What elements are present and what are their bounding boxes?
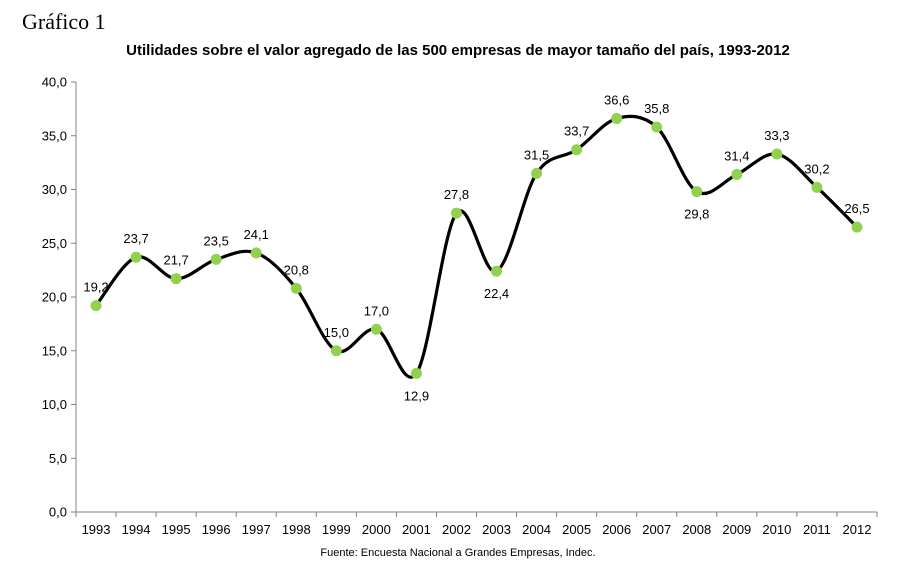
data-point [330, 345, 342, 357]
data-label: 31,5 [524, 147, 549, 162]
x-tick-label: 2010 [762, 522, 791, 537]
data-point [90, 300, 102, 312]
data-label: 31,4 [724, 148, 749, 163]
x-tick-label: 2000 [362, 522, 391, 537]
y-tick-label: 15,0 [42, 343, 67, 358]
data-label: 30,2 [804, 161, 829, 176]
x-tick-label: 1997 [242, 522, 271, 537]
data-label: 20,8 [284, 262, 309, 277]
data-point [851, 221, 863, 233]
x-tick-label: 2008 [682, 522, 711, 537]
source-note: Fuente: Encuesta Nacional a Grandes Empr… [320, 547, 595, 559]
y-tick-label: 30,0 [42, 182, 67, 197]
data-label: 27,8 [444, 187, 469, 202]
data-point [731, 168, 743, 180]
x-tick-label: 2007 [642, 522, 671, 537]
data-label: 33,7 [564, 124, 589, 139]
y-tick-label: 35,0 [42, 128, 67, 143]
data-point [611, 113, 623, 125]
data-point [250, 247, 262, 259]
y-tick-label: 5,0 [49, 451, 67, 466]
data-point [771, 148, 783, 160]
marker-group [90, 113, 863, 379]
x-tick-label: 1993 [82, 522, 111, 537]
x-tick-label: 2006 [602, 522, 631, 537]
data-label: 24,1 [244, 227, 269, 242]
x-tick-label: 2012 [843, 522, 872, 537]
data-point [811, 181, 823, 193]
data-point [450, 207, 462, 219]
x-tick-label: 2002 [442, 522, 471, 537]
x-tick-label: 1995 [162, 522, 191, 537]
data-point [130, 251, 142, 263]
data-label: 22,4 [484, 286, 509, 301]
data-point [691, 186, 703, 198]
data-label: 17,0 [364, 303, 389, 318]
data-label: 19,2 [83, 280, 108, 295]
series-line-group [94, 114, 859, 379]
x-tick-label: 2009 [722, 522, 751, 537]
y-tick-label: 20,0 [42, 290, 67, 305]
data-label: 21,7 [163, 253, 188, 268]
data-point [170, 273, 182, 285]
data-point [410, 367, 422, 379]
y-tick-label: 0,0 [49, 505, 67, 520]
chart-title: Utilidades sobre el valor agregado de la… [126, 42, 790, 59]
data-point [651, 121, 663, 133]
data-point [491, 265, 503, 277]
data-label: 12,9 [404, 388, 429, 403]
data-label: 23,5 [204, 233, 229, 248]
y-tick-label: 10,0 [42, 397, 67, 412]
data-label: 29,8 [684, 207, 709, 222]
x-axis: 1993 1994 1995 1996 1997 1998 1999 2000 2001 2002… [75, 511, 878, 537]
x-tick-label: 1998 [282, 522, 311, 537]
y-axis: 0,0 5,0 10,0 15,0 20,0 25,0 30,0 35,0 40,0 [42, 75, 77, 520]
x-tick-label: 1999 [322, 522, 351, 537]
figure-caption: Gráfico 1 [22, 9, 106, 34]
data-label: 15,0 [324, 325, 349, 340]
y-tick-label: 25,0 [42, 236, 67, 251]
data-point [571, 144, 583, 156]
data-point [370, 323, 382, 335]
x-tick-label: 2004 [522, 522, 551, 537]
x-tick-label: 2001 [402, 522, 431, 537]
data-label: 35,8 [644, 101, 669, 116]
x-tick-label: 1996 [202, 522, 231, 537]
data-label: 36,6 [604, 93, 629, 108]
x-tick-label: 2011 [803, 522, 831, 537]
x-tick-label: 2005 [562, 522, 591, 537]
data-point [531, 167, 543, 179]
y-tick-label: 40,0 [42, 75, 67, 90]
x-tick-label: 2003 [482, 522, 511, 537]
data-point [210, 253, 222, 265]
data-label: 26,5 [844, 201, 869, 216]
data-point [290, 282, 302, 294]
data-label: 23,7 [123, 231, 148, 246]
series-line [94, 114, 859, 379]
data-label: 33,3 [764, 128, 789, 143]
data-label-group: 19,2 23,7 21,7 23,5 24,1 20,8 15,0 17,0 12,9 27,8… [83, 93, 869, 404]
x-tick-label: 1994 [122, 522, 151, 537]
